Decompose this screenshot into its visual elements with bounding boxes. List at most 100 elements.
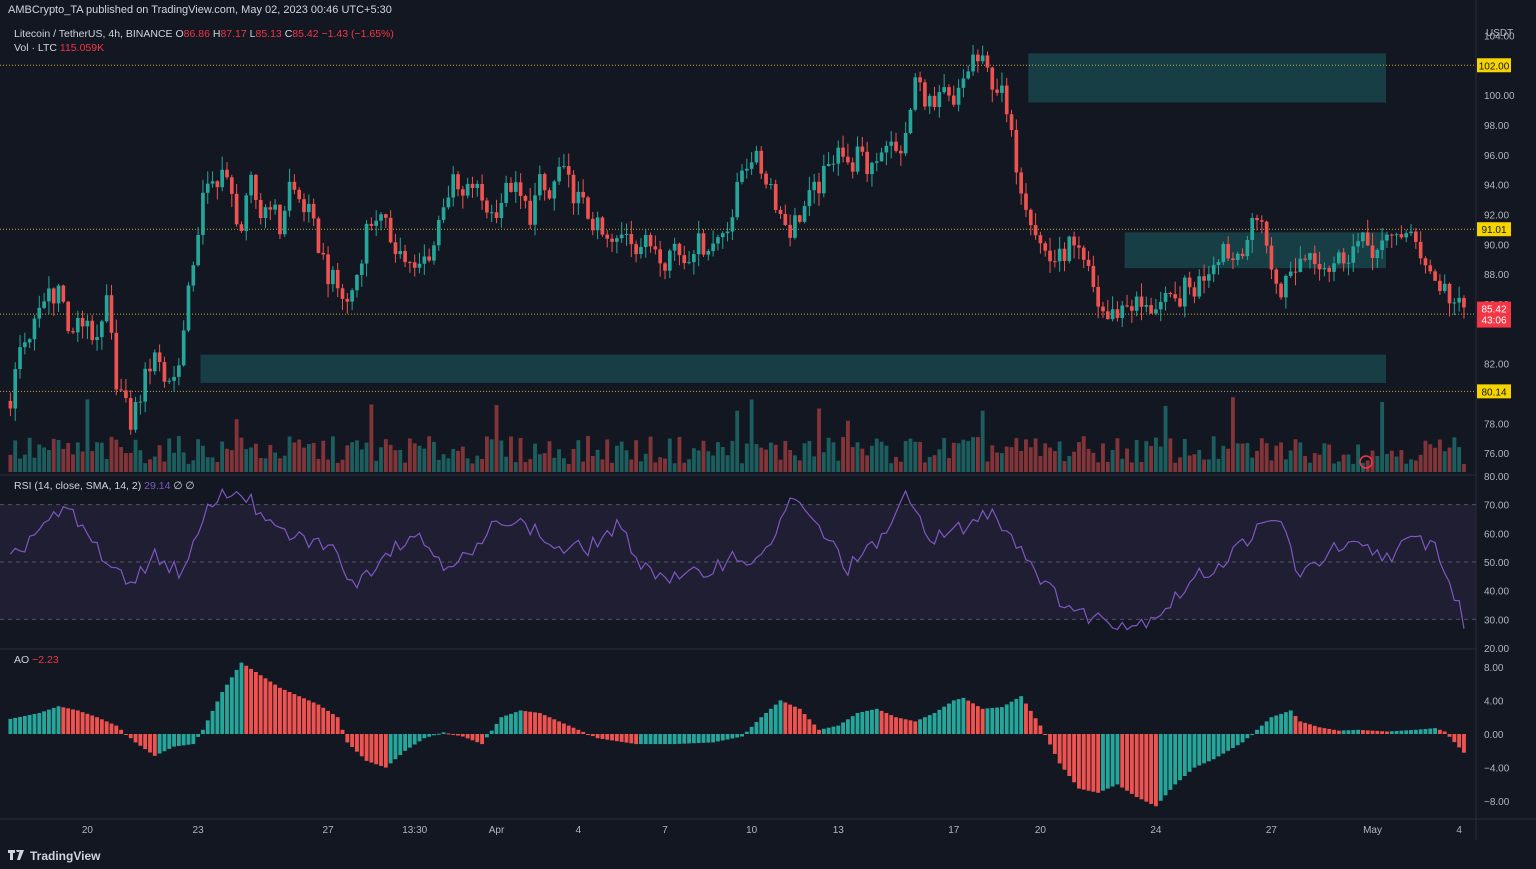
- candle-body[interactable]: [263, 207, 268, 218]
- candle-body[interactable]: [1130, 306, 1134, 311]
- candle-body[interactable]: [100, 321, 104, 338]
- candle-body[interactable]: [355, 274, 359, 291]
- candle-body[interactable]: [1207, 274, 1211, 281]
- candle-body[interactable]: [1409, 231, 1413, 234]
- candle-body[interactable]: [408, 262, 412, 264]
- candle-body[interactable]: [913, 77, 918, 110]
- candle-body[interactable]: [923, 82, 927, 107]
- candle-body[interactable]: [1125, 305, 1129, 307]
- candle-body[interactable]: [720, 233, 725, 238]
- candle-body[interactable]: [152, 352, 157, 372]
- candle-body[interactable]: [282, 210, 287, 235]
- candle-body[interactable]: [441, 207, 446, 220]
- candle-body[interactable]: [754, 150, 759, 163]
- candle-body[interactable]: [605, 234, 610, 239]
- candle-body[interactable]: [1154, 309, 1158, 314]
- candle-body[interactable]: [735, 181, 740, 218]
- candle-body[interactable]: [258, 199, 263, 218]
- candle-body[interactable]: [172, 376, 176, 381]
- candle-body[interactable]: [104, 295, 109, 322]
- candle-body[interactable]: [1173, 294, 1178, 299]
- candle-body[interactable]: [884, 145, 889, 153]
- candle-body[interactable]: [899, 150, 903, 154]
- candle-body[interactable]: [802, 206, 807, 222]
- candle-body[interactable]: [846, 156, 850, 163]
- candle-body[interactable]: [157, 352, 162, 363]
- candle-body[interactable]: [874, 161, 879, 163]
- candle-body[interactable]: [384, 214, 388, 218]
- candle-body[interactable]: [879, 152, 884, 162]
- candle-body[interactable]: [249, 174, 253, 196]
- candle-body[interactable]: [56, 285, 61, 304]
- candle-body[interactable]: [485, 200, 489, 213]
- candle-body[interactable]: [461, 189, 465, 196]
- candle-body[interactable]: [1423, 258, 1428, 266]
- candle-body[interactable]: [788, 224, 792, 238]
- candle-body[interactable]: [552, 181, 557, 199]
- candle-body[interactable]: [210, 181, 215, 184]
- candle-body[interactable]: [1101, 306, 1105, 312]
- candle-body[interactable]: [860, 146, 865, 152]
- candle-body[interactable]: [1004, 85, 1009, 115]
- candle-body[interactable]: [316, 218, 321, 253]
- candle-body[interactable]: [547, 190, 552, 199]
- candle-body[interactable]: [1077, 245, 1081, 248]
- candle-body[interactable]: [138, 401, 143, 403]
- candle-body[interactable]: [201, 192, 205, 236]
- candle-body[interactable]: [716, 237, 720, 244]
- candle-body[interactable]: [47, 288, 51, 302]
- candle-body[interactable]: [562, 166, 566, 168]
- candle-body[interactable]: [480, 183, 484, 201]
- candle-body[interactable]: [1028, 209, 1033, 226]
- candle-body[interactable]: [1452, 302, 1457, 304]
- candle-body[interactable]: [1447, 283, 1452, 304]
- candle-body[interactable]: [90, 320, 95, 341]
- candle-body[interactable]: [1385, 234, 1389, 241]
- candle-body[interactable]: [1033, 225, 1038, 236]
- support-resistance-zone[interactable]: [200, 354, 1386, 384]
- candle-body[interactable]: [1457, 297, 1461, 303]
- candle-body[interactable]: [432, 245, 436, 261]
- candle-body[interactable]: [1365, 232, 1370, 246]
- candle-body[interactable]: [504, 182, 508, 203]
- candle-body[interactable]: [730, 217, 735, 232]
- candle-body[interactable]: [725, 231, 730, 234]
- candle-body[interactable]: [451, 174, 456, 198]
- candle-body[interactable]: [658, 249, 663, 264]
- candle-body[interactable]: [1389, 234, 1394, 236]
- candle-body[interactable]: [128, 398, 133, 430]
- candle-body[interactable]: [677, 243, 682, 256]
- candle-body[interactable]: [990, 67, 995, 90]
- candle-body[interactable]: [51, 288, 56, 304]
- candle-body[interactable]: [648, 234, 653, 247]
- candle-body[interactable]: [1115, 309, 1120, 318]
- candle-body[interactable]: [672, 243, 677, 251]
- candle-body[interactable]: [1399, 234, 1404, 238]
- candle-body[interactable]: [27, 339, 32, 343]
- candle-body[interactable]: [1317, 263, 1322, 270]
- candle-body[interactable]: [1221, 244, 1226, 262]
- candle-body[interactable]: [167, 380, 172, 382]
- candle-body[interactable]: [95, 337, 99, 341]
- candle-body[interactable]: [191, 265, 196, 286]
- symbol-title[interactable]: Litecoin / TetherUS, 4h, BINANCE: [14, 28, 173, 40]
- candle-body[interactable]: [306, 203, 311, 213]
- candle-body[interactable]: [937, 92, 942, 107]
- candle-body[interactable]: [889, 141, 894, 146]
- candle-body[interactable]: [335, 269, 340, 289]
- candle-body[interactable]: [1245, 239, 1250, 257]
- candle-body[interactable]: [624, 233, 629, 235]
- candle-body[interactable]: [1332, 263, 1336, 272]
- candle-body[interactable]: [793, 215, 797, 238]
- candle-body[interactable]: [1216, 261, 1221, 265]
- candle-body[interactable]: [571, 174, 576, 204]
- candle-body[interactable]: [220, 169, 225, 188]
- candle-body[interactable]: [321, 252, 326, 255]
- candle-body[interactable]: [302, 199, 306, 213]
- candle-body[interactable]: [797, 215, 802, 222]
- candle-body[interactable]: [1428, 265, 1433, 272]
- candle-body[interactable]: [119, 389, 123, 391]
- ao-label[interactable]: AO: [14, 654, 30, 666]
- last-price-tag[interactable]: [1477, 301, 1511, 328]
- candle-body[interactable]: [533, 195, 537, 225]
